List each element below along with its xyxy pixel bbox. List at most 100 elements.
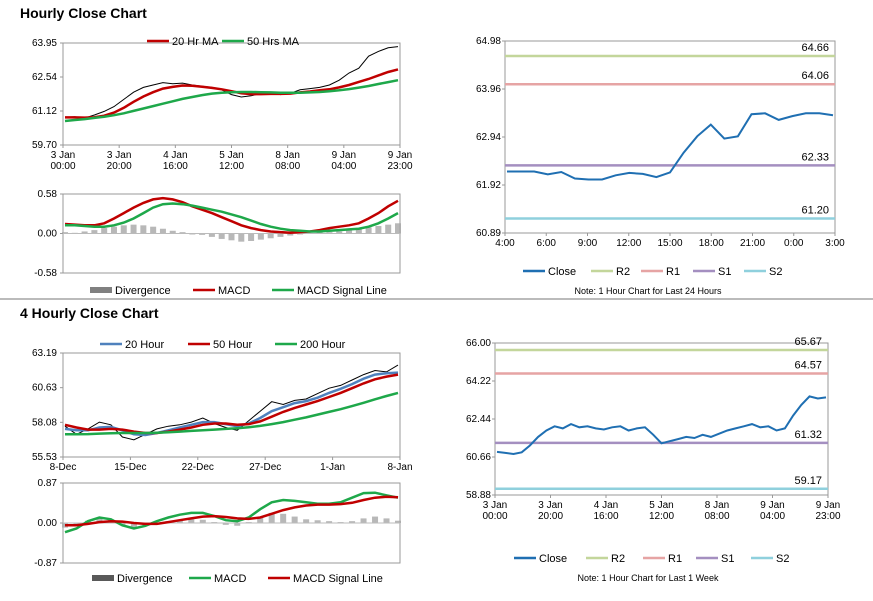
hourly-macd-divergence-bar: [120, 225, 127, 234]
hourly-price-series-20-hr-ma: [65, 68, 399, 119]
hourly-macd-divergence-bar: [228, 233, 235, 241]
hourly-macd-divergence-bar: [287, 233, 294, 236]
hourly-macd-divergence-bar: [179, 232, 186, 234]
hourly-levels-x-tick-label: 6:00: [537, 238, 557, 249]
four-hourly-macd-divergence-bar: [314, 520, 321, 523]
hourly-macd-divergence-bar: [62, 232, 68, 234]
four-hourly-levels-y-tick-label: 62.44: [466, 414, 491, 425]
four-hourly-macd-y-tick-label: -0.87: [34, 558, 57, 569]
four-hourly-levels-level-label: 59.17: [794, 475, 822, 487]
hourly-macd-divergence-bar: [169, 230, 176, 234]
four-hourly-macd-divergence-bar: [326, 521, 333, 523]
four-hourly-macd-series-macd: [64, 491, 399, 534]
four-hourly-levels-legend-label: R2: [611, 553, 625, 565]
four-hourly-macd-divergence-bar: [303, 519, 310, 523]
hourly-levels-x-tick-label: 3:00: [825, 238, 845, 249]
hourly-levels-y-tick-label: 64.98: [476, 36, 501, 47]
hourly-macd-divergence-bar: [218, 233, 225, 239]
four-hourly-levels-y-tick-label: 66.00: [466, 338, 491, 349]
four-hourly-levels-y-tick-label: 60.66: [466, 452, 491, 463]
hourly-price-x-tick-label: 8 Jan 08:00: [275, 150, 300, 172]
four-hourly-macd-series-macd-signal-line: [65, 495, 399, 527]
hourly-price-legend-label: 20 Hr MA: [172, 36, 219, 48]
hourly-levels-legend-label: S1: [718, 266, 731, 278]
four-hourly-macd-divergence-bar: [280, 513, 287, 523]
hourly-levels-x-tick-label: 15:00: [657, 238, 682, 249]
hourly-price-y-tick-label: 63.95: [32, 38, 57, 49]
hourly-macd-legend-label: MACD Signal Line: [297, 285, 387, 297]
four-hourly-macd-divergence-bar: [130, 523, 137, 528]
hourly-macd-series-macd-signal-line: [65, 202, 399, 233]
hourly-price-x-tick-label: 3 Jan 00:00: [50, 150, 75, 172]
four-hourly-price-x-tick-label: 15-Dec: [114, 462, 146, 473]
hourly-levels-legend-label: R2: [616, 266, 630, 278]
four-hourly-macd-y-tick-label: 0.87: [38, 478, 58, 489]
four-hourly-macd-y-tick-label: 0.00: [38, 518, 58, 529]
four-hourly-price-series-50-hour: [64, 373, 399, 435]
hourly-macd-divergence-bar: [277, 233, 284, 237]
hourly-price-y-tick-label: 61.12: [32, 106, 57, 117]
hourly-macd-divergence-bar: [110, 226, 117, 234]
hourly-levels-level-label: 64.06: [801, 70, 829, 82]
four-hourly-macd-divergence-bar: [222, 523, 229, 525]
hourly-macd-divergence-bar: [248, 233, 255, 241]
hourly-price-x-tick-label: 5 Jan 12:00: [219, 150, 244, 172]
four-hourly-section-title: 4 Hourly Close Chart: [20, 305, 159, 321]
four-hourly-levels-x-tick-label: 5 Jan 12:00: [649, 500, 674, 522]
four-hourly-levels-legend-label: S1: [721, 553, 734, 565]
four-hourly-levels-x-tick-label: 4 Jan 16:00: [593, 500, 618, 522]
four-hourly-levels-legend-label: R1: [668, 553, 682, 565]
four-hourly-macd-legend-swatch: [92, 575, 114, 581]
hourly-price-y-tick-label: 62.54: [32, 72, 57, 83]
four-hourly-macd-divergence-bar: [291, 516, 298, 523]
hourly-levels-legend-label: Close: [548, 266, 576, 278]
hourly-section-title: Hourly Close Chart: [20, 5, 147, 21]
hourly-levels-note: Note: 1 Hour Chart for Last 24 Hours: [574, 286, 722, 296]
four-hourly-price-x-tick-label: 8-Jan: [387, 462, 412, 473]
hourly-levels-x-tick-label: 0:00: [784, 238, 804, 249]
hourly-macd-divergence-bar: [316, 232, 323, 234]
hourly-macd-divergence-bar: [336, 231, 343, 234]
hourly-price-plot-frame: [62, 42, 401, 146]
four-hourly-macd-divergence-bar: [349, 521, 356, 523]
hourly-price-x-tick-label: 9 Jan 04:00: [331, 150, 356, 172]
four-hourly-price-x-tick-label: 22-Dec: [182, 462, 214, 473]
four-hourly-levels-x-tick-label: 8 Jan 08:00: [704, 500, 729, 522]
hourly-macd-y-tick-label: 0.00: [38, 229, 58, 240]
hourly-macd-divergence-bar: [375, 226, 382, 234]
hourly-price-series-close: [64, 46, 399, 119]
hourly-levels-legend-label: R1: [666, 266, 680, 278]
hourly-macd-divergence-bar: [257, 233, 264, 240]
four-hourly-macd-divergence-bar: [234, 523, 241, 526]
hourly-macd-divergence-bar: [326, 232, 333, 234]
hourly-levels-level-label: 64.66: [801, 42, 829, 54]
four-hourly-macd-divergence-bar: [199, 519, 206, 523]
four-hourly-macd-legend-label: Divergence: [117, 573, 173, 585]
hourly-macd-divergence-bar: [101, 228, 108, 234]
four-hourly-macd-divergence-bar: [257, 517, 264, 523]
four-hourly-levels-legend-label: S2: [776, 553, 789, 565]
four-hourly-price-plot-frame: [62, 352, 401, 458]
four-hourly-price-x-tick-label: 27-Dec: [249, 462, 281, 473]
four-hourly-macd-divergence-bar: [395, 520, 401, 523]
four-hourly-levels-level-label: 61.32: [794, 429, 822, 441]
four-hourly-price-x-tick-label: 1-Jan: [320, 462, 345, 473]
hourly-macd-divergence-bar: [395, 223, 401, 234]
four-hourly-levels-level-label: 64.57: [794, 360, 822, 372]
hourly-levels-x-tick-label: 12:00: [616, 238, 641, 249]
four-hourly-macd-divergence-bar: [176, 520, 183, 523]
hourly-macd-series-macd: [64, 196, 399, 235]
hourly-macd-divergence-bar: [365, 227, 372, 234]
four-hourly-price-y-tick-label: 55.53: [32, 452, 57, 463]
hourly-macd-y-tick-label: -0.58: [34, 268, 57, 279]
four-hourly-levels-x-tick-label: 9 Jan 23:00: [815, 500, 840, 522]
four-hourly-macd-legend-label: MACD: [214, 573, 246, 585]
hourly-price-x-tick-label: 9 Jan 23:00: [387, 150, 412, 172]
hourly-macd-legend-label: Divergence: [115, 285, 171, 297]
hourly-levels-legend-label: S2: [769, 266, 782, 278]
hourly-macd-legend-swatch: [90, 287, 112, 293]
four-hourly-price-x-tick-label: 8-Dec: [50, 462, 77, 473]
four-hourly-macd-legend-label: MACD Signal Line: [293, 573, 383, 585]
four-hourly-macd-divergence-bar: [383, 518, 390, 523]
